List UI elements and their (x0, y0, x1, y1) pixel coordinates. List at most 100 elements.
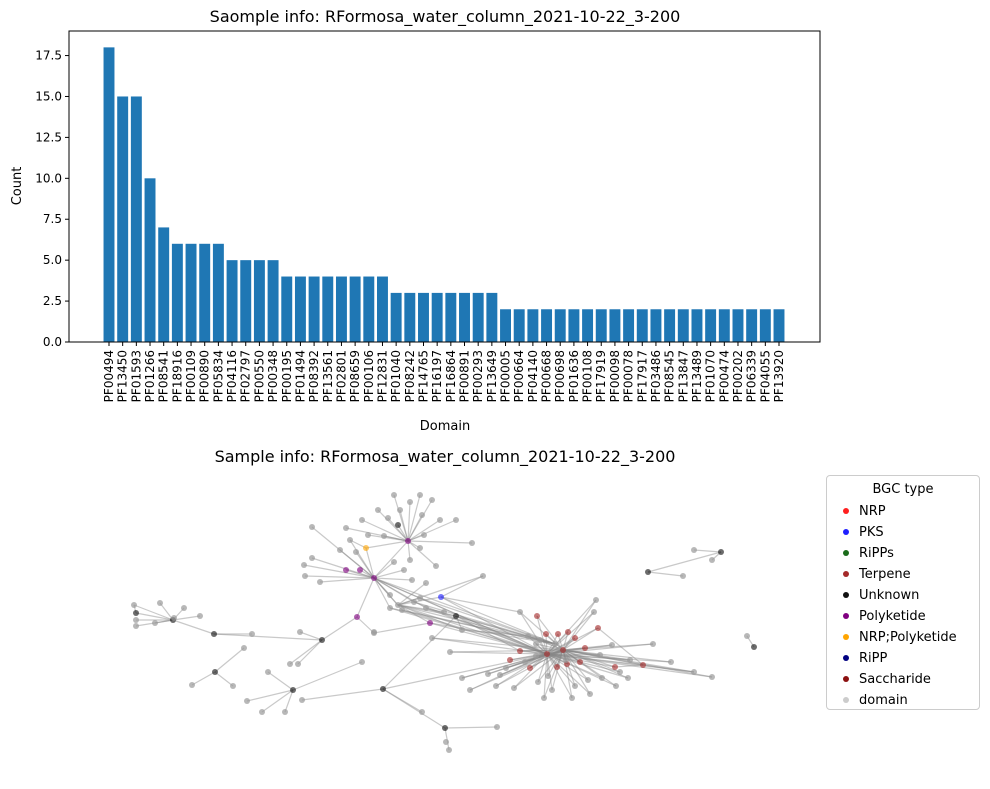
network-node (157, 600, 163, 606)
network-edge (191, 671, 216, 686)
network-edge (373, 577, 556, 645)
network-edge (321, 616, 358, 641)
network-node (585, 677, 591, 683)
network-edge (407, 540, 437, 567)
legend-label: domain (859, 692, 908, 708)
network-edge (413, 601, 556, 645)
network-edge (546, 653, 617, 687)
network-node (299, 697, 305, 703)
network-node (438, 594, 444, 600)
network-edge (292, 661, 363, 691)
network-edge (535, 643, 564, 651)
network-node (709, 674, 715, 680)
bar (554, 309, 566, 342)
network-node (337, 547, 343, 553)
network-edge (440, 596, 556, 645)
network-node (587, 691, 593, 697)
network-edge (524, 649, 564, 663)
x-tick-label: PF00109 (184, 350, 198, 402)
network-edge (513, 653, 548, 689)
network-edge (519, 650, 548, 655)
network-node (650, 641, 656, 647)
bar (199, 243, 211, 342)
network-edge (246, 689, 294, 702)
network-edge (373, 577, 391, 596)
network-edge (547, 649, 564, 677)
network-edge (444, 726, 498, 729)
network-edge (297, 639, 323, 665)
network-edge (642, 664, 695, 673)
network-edge (546, 653, 672, 663)
network-node (443, 739, 449, 745)
network-edge (213, 633, 323, 641)
network-node (399, 607, 405, 613)
network-edge (393, 494, 409, 542)
bar (130, 96, 142, 342)
network-node (365, 532, 371, 538)
network-edge (214, 647, 245, 673)
legend-item: NRP;Polyketide (839, 628, 957, 646)
network-edge (289, 639, 323, 665)
network-node (317, 579, 323, 585)
network-node (691, 547, 697, 553)
legend-marker (843, 613, 849, 619)
network-edge (407, 501, 411, 542)
network-edge (133, 604, 174, 621)
network-node (371, 575, 377, 581)
bar (418, 292, 429, 342)
network-node (387, 605, 393, 611)
network-edge (444, 727, 450, 751)
x-tick-label: PF00890 (198, 350, 212, 402)
x-tick-label: PF13847 (676, 350, 690, 402)
network-node (429, 497, 435, 503)
network-node (249, 631, 255, 637)
network-edge (373, 569, 405, 579)
network-node (371, 630, 377, 636)
network-edge (377, 509, 409, 542)
network-node (541, 695, 547, 701)
x-tick-label: PF00698 (553, 350, 567, 402)
network-node (423, 580, 429, 586)
network-node (387, 592, 393, 598)
network-node (691, 669, 697, 675)
network-nodes (131, 492, 757, 753)
network-edge (546, 653, 591, 695)
network-edge (382, 688, 446, 729)
network-node (297, 629, 303, 635)
network-node (411, 599, 417, 605)
network-edge (647, 551, 722, 573)
network-edge (562, 627, 599, 651)
network-edge (546, 653, 573, 699)
network-edge (407, 514, 423, 542)
network-edge (545, 633, 548, 655)
network-edge (529, 653, 548, 669)
network-edge (546, 627, 599, 655)
network-node (494, 724, 500, 730)
x-tick-label: PF08242 (403, 350, 417, 402)
network-node (401, 567, 407, 573)
legend-marker (843, 655, 849, 661)
network-edge (373, 577, 421, 599)
y-tick-label: 17.5 (35, 49, 62, 63)
bar (212, 243, 224, 342)
network-node (467, 687, 473, 693)
network-edge (399, 509, 409, 542)
network-edge (562, 611, 595, 651)
network-edge (397, 604, 548, 655)
network-edge (449, 649, 564, 653)
network-node (181, 605, 187, 611)
bar (226, 260, 238, 342)
x-tick-label: PF14765 (416, 350, 430, 402)
network-node (612, 664, 618, 670)
network-edge (373, 540, 409, 579)
x-tick-label: PF02801 (334, 350, 348, 402)
network-node (459, 675, 465, 681)
network-node (437, 517, 443, 523)
y-tick-label: 7.5 (43, 212, 62, 226)
network-edge (429, 622, 556, 645)
x-tick-label: PF13489 (690, 350, 704, 402)
network-node (442, 725, 448, 731)
network-node (354, 614, 360, 620)
legend-item: NRP (839, 502, 886, 520)
legend-label: RiPPs (859, 545, 894, 561)
